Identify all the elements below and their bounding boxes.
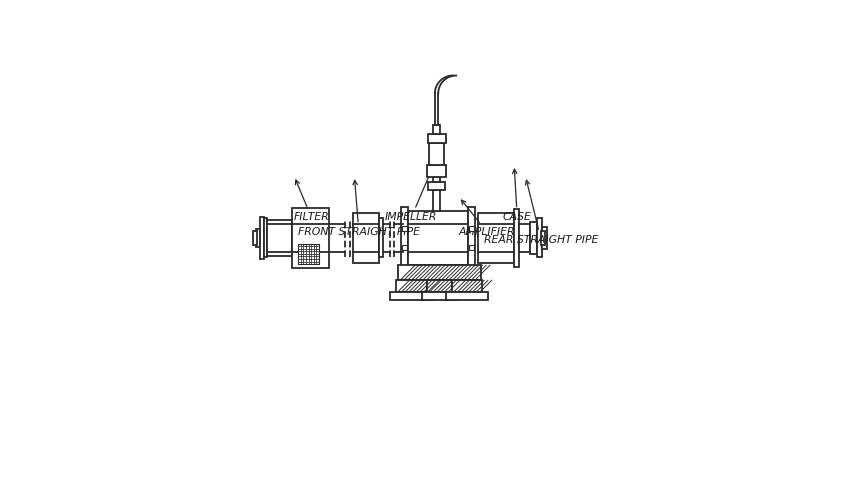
Bar (433, 125, 440, 134)
Bar (446, 292, 488, 300)
Bar (433, 177, 440, 182)
Bar (390, 292, 433, 300)
Bar (292, 208, 329, 268)
Bar (402, 226, 407, 231)
Bar (264, 219, 267, 258)
Bar (427, 165, 446, 177)
Bar (398, 265, 480, 280)
Text: REAR STRAIGHT PIPE: REAR STRAIGHT PIPE (484, 180, 598, 245)
Text: AMPLIFIER: AMPLIFIER (459, 200, 515, 237)
Bar (401, 207, 408, 269)
Bar (537, 219, 542, 258)
Bar (479, 213, 514, 262)
Bar (260, 217, 264, 259)
Bar (253, 231, 257, 244)
Text: CASE: CASE (502, 169, 531, 223)
Bar (408, 210, 468, 265)
Bar (428, 182, 445, 190)
Bar (542, 226, 547, 249)
Bar (429, 143, 445, 165)
Bar (468, 226, 473, 231)
Text: IMPELLER: IMPELLER (385, 167, 438, 223)
Bar (256, 228, 260, 247)
Bar (468, 207, 474, 269)
Bar (428, 134, 445, 143)
Bar (451, 280, 483, 292)
Bar (519, 224, 530, 252)
Bar (428, 280, 451, 292)
Bar (379, 219, 383, 258)
Bar (433, 190, 440, 210)
Text: FILTER: FILTER (293, 180, 329, 223)
Bar (354, 213, 379, 262)
Bar (298, 243, 319, 264)
Bar (541, 231, 545, 244)
Bar (530, 222, 537, 254)
Bar (514, 209, 519, 267)
Bar (422, 292, 457, 300)
Bar (402, 244, 407, 250)
Text: FRONT STRAIGHT PIPE: FRONT STRAIGHT PIPE (298, 180, 420, 237)
Bar (395, 280, 428, 292)
Bar (267, 220, 292, 256)
Bar (468, 244, 473, 250)
